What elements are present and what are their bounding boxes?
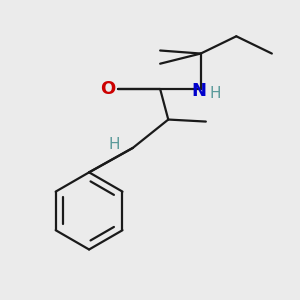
Text: O: O (100, 80, 115, 98)
Text: H: H (209, 85, 221, 100)
Text: H: H (109, 137, 120, 152)
Text: N: N (191, 82, 206, 100)
